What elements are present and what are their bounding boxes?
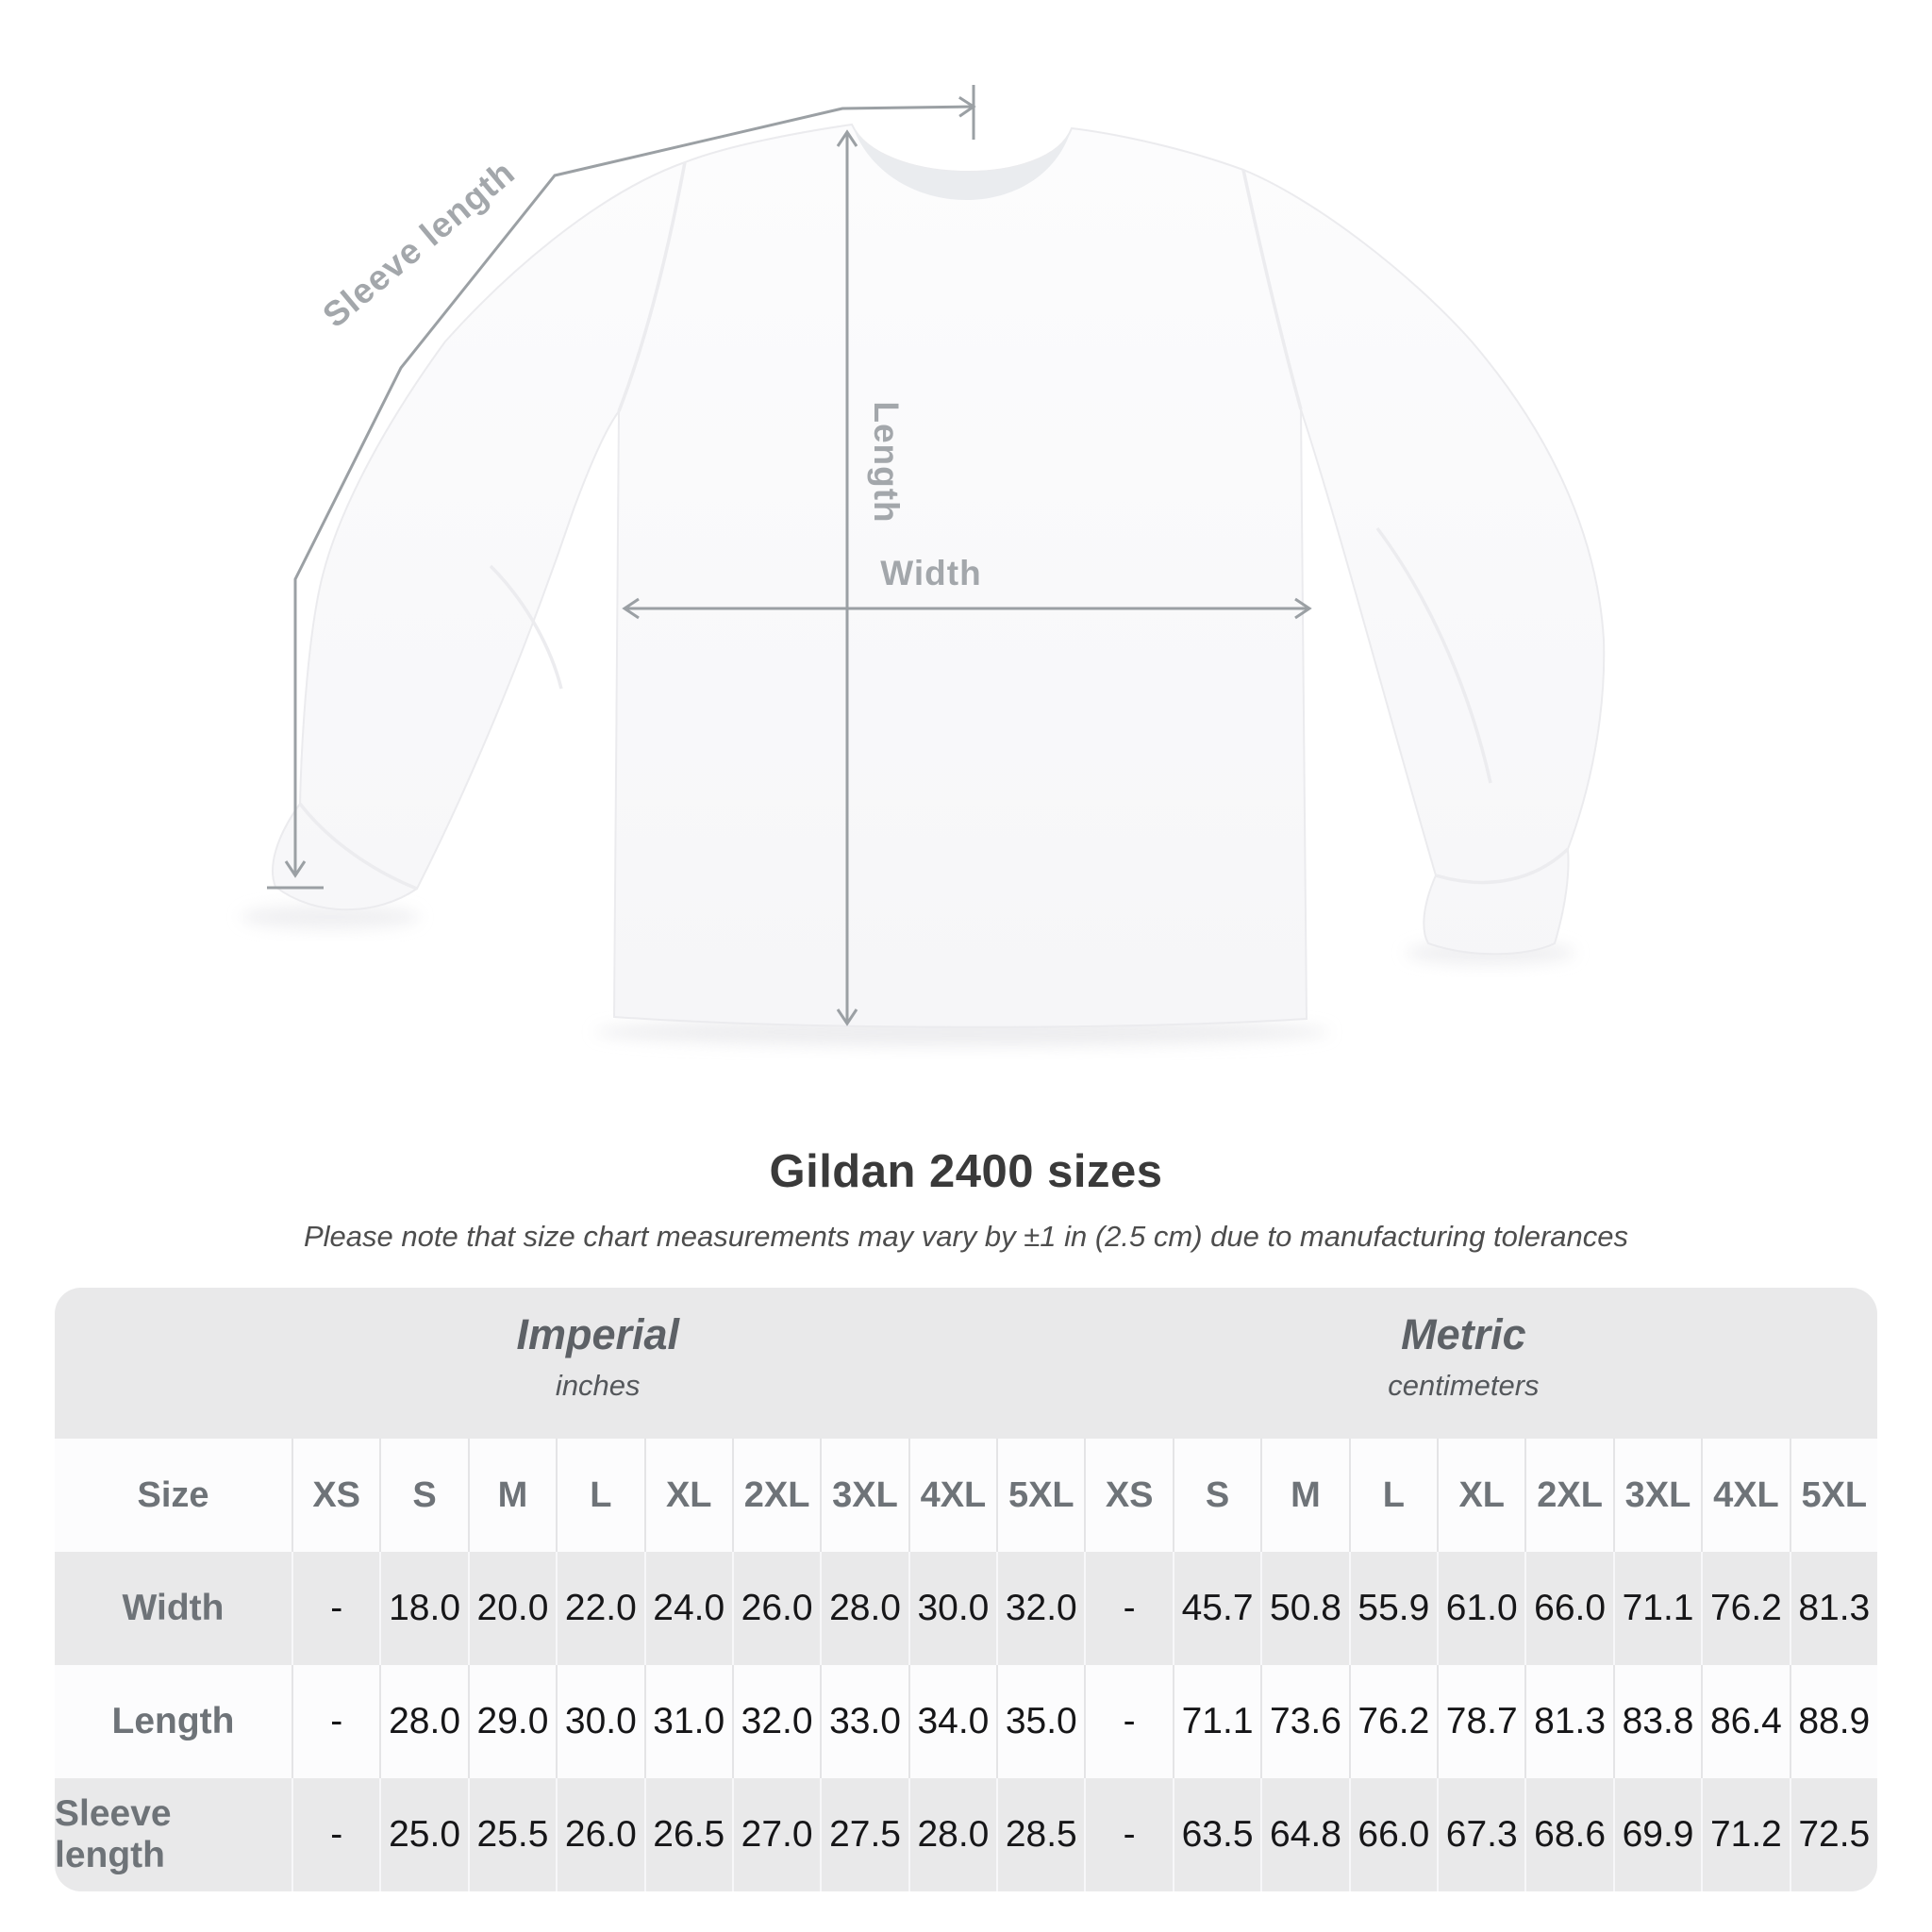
size-column-header: 5XL xyxy=(996,1439,1085,1552)
size-value-cell: 33.0 xyxy=(820,1665,908,1778)
size-value-cell: 28.0 xyxy=(379,1665,468,1778)
size-column-header: 2XL xyxy=(1524,1439,1613,1552)
size-value-cell: - xyxy=(291,1552,379,1665)
size-value-cell: 25.5 xyxy=(467,1778,556,1891)
shirt-diagram: Sleeve length Length Width xyxy=(241,85,1606,1046)
size-column-header: M xyxy=(467,1439,557,1552)
size-value-cell: 81.3 xyxy=(1524,1665,1613,1778)
size-value-cell: 76.2 xyxy=(1701,1552,1789,1665)
size-value-cell: 72.5 xyxy=(1789,1778,1877,1891)
imperial-section-unit: inches xyxy=(555,1369,641,1402)
row-label: Length xyxy=(55,1665,291,1778)
size-value-cell: 34.0 xyxy=(908,1665,997,1778)
size-value-cell: 28.5 xyxy=(996,1778,1084,1891)
size-value-cell: 55.9 xyxy=(1348,1552,1437,1665)
size-value-cell: 66.0 xyxy=(1348,1778,1437,1891)
size-value-cell: 29.0 xyxy=(467,1665,557,1778)
tolerance-note: Please note that size chart measurements… xyxy=(303,1220,1629,1253)
size-value-cell: 35.0 xyxy=(996,1665,1085,1778)
size-value-cell: 71.1 xyxy=(1172,1665,1261,1778)
size-value-cell: 61.0 xyxy=(1437,1552,1524,1665)
size-column-header: 4XL xyxy=(1701,1439,1790,1552)
imperial-section-header: Imperial inches xyxy=(516,1310,679,1403)
size-value-cell: 26.5 xyxy=(643,1778,732,1891)
size-value-cell: - xyxy=(1084,1665,1173,1778)
size-column-header: S xyxy=(379,1439,468,1552)
size-value-cell: 63.5 xyxy=(1172,1778,1260,1891)
measurement-lines xyxy=(267,85,1312,1026)
size-value-cell: 31.0 xyxy=(643,1665,732,1778)
size-column-header: 2XL xyxy=(731,1439,821,1552)
size-table: Size XS S M L XL 2XL 3XL 4XL 5XL XS S M L XL 2XL 3XL 4XL 5… xyxy=(55,1439,1877,1891)
metric-section-name: Metric xyxy=(1401,1310,1526,1358)
size-value-cell: 71.2 xyxy=(1701,1778,1789,1891)
size-value-cell: 64.8 xyxy=(1260,1778,1348,1891)
page-title: Gildan 2400 sizes xyxy=(769,1146,1163,1197)
row-label: Sleeve length xyxy=(55,1793,172,1875)
size-column-header: XL xyxy=(1437,1439,1525,1552)
width-label: Width xyxy=(880,554,981,592)
metric-section-unit: centimeters xyxy=(1388,1369,1540,1402)
size-table-card: Imperial inches Metric centimeters Size X… xyxy=(55,1288,1877,1891)
size-value-cell: 32.0 xyxy=(996,1552,1084,1665)
size-value-cell: 69.9 xyxy=(1612,1778,1701,1891)
size-value-cell: 20.0 xyxy=(467,1552,556,1665)
size-column-header: L xyxy=(1348,1439,1438,1552)
sleeve-length-end-ticks xyxy=(267,85,975,890)
size-value-cell: 86.4 xyxy=(1701,1665,1790,1778)
size-column-header: XS xyxy=(1084,1439,1173,1552)
size-value-cell: 83.8 xyxy=(1612,1665,1702,1778)
size-column-header: XL xyxy=(643,1439,732,1552)
size-value-cell: 45.7 xyxy=(1172,1552,1260,1665)
size-value-cell: 73.6 xyxy=(1260,1665,1349,1778)
size-column-header: 3XL xyxy=(1612,1439,1702,1552)
size-value-cell: 67.3 xyxy=(1437,1778,1524,1891)
size-corner-header: Size xyxy=(55,1439,291,1552)
size-value-cell: - xyxy=(291,1778,379,1891)
size-column-header: L xyxy=(556,1439,644,1552)
size-value-cell: - xyxy=(1084,1778,1172,1891)
size-value-cell: 18.0 xyxy=(379,1552,467,1665)
size-value-cell: 50.8 xyxy=(1260,1552,1348,1665)
size-value-cell: 32.0 xyxy=(731,1665,821,1778)
size-value-cell: 68.6 xyxy=(1524,1778,1612,1891)
size-column-header: M xyxy=(1260,1439,1349,1552)
size-column-header: 4XL xyxy=(908,1439,997,1552)
size-value-cell: 30.0 xyxy=(556,1665,644,1778)
size-column-header: S xyxy=(1172,1439,1261,1552)
size-value-cell: 66.0 xyxy=(1524,1552,1612,1665)
size-value-cell: - xyxy=(1084,1552,1172,1665)
size-value-cell: 26.0 xyxy=(556,1778,643,1891)
size-value-cell: 71.1 xyxy=(1612,1552,1701,1665)
imperial-section-name: Imperial xyxy=(516,1310,680,1358)
size-value-cell: 28.0 xyxy=(908,1778,996,1891)
size-value-cell: 27.5 xyxy=(820,1778,908,1891)
size-value-cell: 25.0 xyxy=(379,1778,467,1891)
size-value-cell: 81.3 xyxy=(1789,1552,1877,1665)
size-value-cell: 26.0 xyxy=(731,1552,820,1665)
length-label: Length xyxy=(867,401,906,523)
size-column-header: 5XL xyxy=(1789,1439,1877,1552)
size-value-cell: 22.0 xyxy=(556,1552,643,1665)
size-value-cell: 78.7 xyxy=(1437,1665,1525,1778)
metric-section-header: Metric centimeters xyxy=(1388,1310,1539,1403)
size-value-cell: 30.0 xyxy=(908,1552,996,1665)
size-value-cell: 27.0 xyxy=(731,1778,820,1891)
size-column-header: XS xyxy=(291,1439,380,1552)
size-value-cell: 28.0 xyxy=(820,1552,908,1665)
size-column-header: 3XL xyxy=(820,1439,908,1552)
size-value-cell: 88.9 xyxy=(1789,1665,1877,1778)
sleeve-length-measure-line xyxy=(284,95,976,878)
size-value-cell: - xyxy=(291,1665,380,1778)
size-value-cell: 76.2 xyxy=(1348,1665,1438,1778)
size-value-cell: 24.0 xyxy=(643,1552,732,1665)
row-label: Width xyxy=(122,1588,225,1628)
